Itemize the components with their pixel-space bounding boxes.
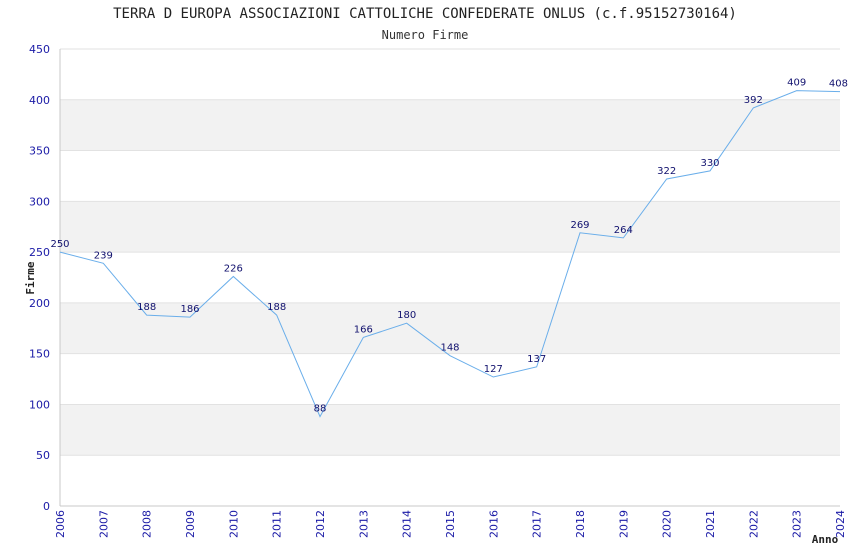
data-label: 186	[180, 304, 199, 315]
x-tick-label: 2008	[141, 510, 154, 538]
y-tick-label: 450	[29, 43, 50, 56]
data-label: 166	[354, 324, 373, 335]
y-tick-label: 0	[43, 500, 50, 513]
grid-band	[60, 99, 840, 151]
data-label: 127	[484, 364, 503, 375]
y-tick-label: 350	[29, 145, 50, 158]
data-label: 264	[614, 225, 633, 236]
x-tick-labels: 2006 2007 2008 2009 2010 2011 2012 2013 2014 2015…	[54, 510, 847, 538]
y-axis-label: Firme	[24, 261, 37, 294]
x-tick-label: 2013	[357, 510, 370, 538]
series-line	[59, 90, 841, 418]
x-tick-label: 2009	[184, 510, 197, 538]
x-tick-label: 2006	[54, 510, 67, 538]
y-tick-labels: 0 50 100 150 200 250 300 350 400 450	[29, 43, 50, 513]
data-label: 250	[50, 239, 69, 250]
data-label: 148	[440, 343, 459, 354]
x-tick-label: 2022	[747, 510, 760, 538]
y-tick-label: 250	[29, 246, 50, 259]
data-label: 330	[700, 158, 719, 169]
data-label: 409	[787, 78, 806, 89]
y-tick-label: 150	[29, 348, 50, 361]
gridlines	[60, 48, 840, 456]
data-label: 137	[527, 354, 546, 365]
x-tick-label: 2012	[314, 510, 327, 538]
x-tick-label: 2014	[401, 510, 414, 538]
x-tick-label: 2021	[704, 510, 717, 538]
data-label: 239	[94, 250, 113, 261]
x-tick-label: 2023	[791, 510, 804, 538]
grid-band	[60, 302, 840, 354]
data-label: 188	[267, 302, 286, 313]
x-tick-label: 2024	[834, 510, 847, 538]
data-label: 269	[570, 220, 589, 231]
data-label: 88	[314, 404, 327, 415]
x-tick-label: 2018	[574, 510, 587, 538]
y-tick-label: 400	[29, 94, 50, 107]
grid-band	[60, 404, 840, 456]
x-tick-label: 2019	[617, 510, 630, 538]
y-tick-label: 100	[29, 398, 50, 411]
chart-title: TERRA D EUROPA ASSOCIAZIONI CATTOLICHE C…	[113, 6, 737, 22]
x-tick-label: 2007	[97, 510, 110, 538]
y-tick-label: 300	[29, 195, 50, 208]
y-tick-label: 50	[36, 449, 50, 462]
data-label: 408	[829, 79, 848, 90]
data-label: 392	[744, 95, 763, 106]
chart-subtitle: Numero Firme	[382, 28, 469, 42]
data-label: 226	[224, 263, 243, 274]
x-tick-label: 2017	[531, 510, 544, 538]
data-labels: 250 239 188 186 226 188 88 166 180 148 127 137 269 26…	[50, 78, 848, 415]
x-tick-label: 2011	[271, 510, 284, 538]
y-tick-label: 200	[29, 297, 50, 310]
data-label: 322	[657, 166, 676, 177]
x-tick-label: 2010	[227, 510, 240, 538]
x-tick-label: 2020	[661, 510, 674, 538]
grid-band	[60, 201, 840, 253]
data-label: 180	[397, 310, 416, 321]
x-axis-label: Anno	[812, 533, 839, 546]
grid-bands	[60, 99, 840, 456]
x-tick-label: 2016	[487, 510, 500, 538]
data-label: 188	[137, 302, 156, 313]
x-tick-label: 2015	[444, 510, 457, 538]
